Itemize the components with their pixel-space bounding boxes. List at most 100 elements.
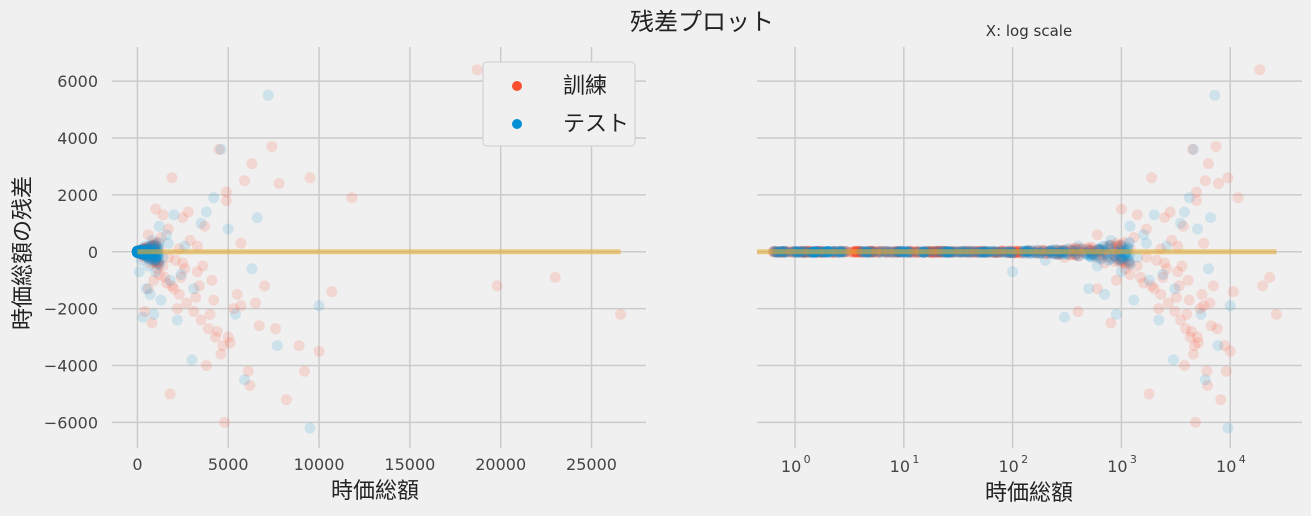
train-point <box>1099 257 1111 269</box>
train-point <box>1170 291 1182 303</box>
test-point <box>1175 217 1187 229</box>
right-x-tick-label: 10 <box>781 457 801 476</box>
train-point <box>231 288 243 300</box>
train-point <box>166 172 178 184</box>
train-point <box>148 240 160 252</box>
test-point <box>153 237 165 249</box>
train-point <box>1162 297 1174 309</box>
train-point <box>162 252 174 263</box>
test-point <box>1123 237 1135 249</box>
train-point <box>1175 314 1187 326</box>
train-point <box>153 256 165 268</box>
train-point <box>1192 337 1204 349</box>
test-point <box>1124 258 1136 270</box>
legend-marker-train <box>512 81 522 91</box>
test-point <box>150 251 162 263</box>
test-point <box>1161 240 1173 252</box>
train-point <box>1110 274 1122 286</box>
train-point <box>1181 308 1193 320</box>
train-point <box>195 314 207 326</box>
test-point <box>200 206 212 218</box>
train-point <box>197 260 209 272</box>
train-point <box>313 345 325 357</box>
left-y-tick-label: 4000 <box>57 129 98 148</box>
train-point <box>259 280 271 292</box>
train-point <box>228 303 240 315</box>
train-point <box>131 246 143 258</box>
train-point <box>1270 308 1282 320</box>
train-point <box>149 239 161 251</box>
train-point <box>1161 263 1173 275</box>
test-point <box>1072 240 1084 252</box>
test-point <box>1183 192 1195 204</box>
train-point <box>146 239 158 251</box>
test-point <box>146 234 158 246</box>
train-point <box>131 246 143 258</box>
left-x-axis-label: 時価総額 <box>331 479 419 504</box>
train-point <box>144 257 156 269</box>
test-point <box>1124 220 1136 232</box>
train-point <box>1118 237 1130 249</box>
test-point <box>1212 340 1224 352</box>
train-point <box>202 323 214 335</box>
train-point <box>1115 203 1127 215</box>
train-point <box>1146 280 1158 292</box>
train-point <box>131 246 143 258</box>
test-point <box>150 266 162 278</box>
train-point <box>224 337 236 349</box>
train-point <box>270 323 281 335</box>
train-point <box>148 274 160 286</box>
train-point <box>146 240 158 252</box>
train-point <box>1219 340 1231 352</box>
test-point <box>150 240 162 252</box>
right-x-tick-label: 10 <box>1107 457 1127 476</box>
train-point <box>142 283 154 295</box>
test-point <box>131 246 143 258</box>
train-point <box>150 254 162 265</box>
legend: 訓練 テスト <box>482 61 636 147</box>
train-point <box>170 254 182 266</box>
test-point <box>153 255 165 267</box>
train-point <box>1202 158 1214 170</box>
test-point <box>146 252 158 264</box>
test-point <box>149 254 161 266</box>
train-point <box>1115 254 1127 266</box>
train-point <box>1146 172 1158 184</box>
train-point <box>549 271 561 283</box>
test-point <box>1169 283 1181 295</box>
test-point <box>1123 255 1135 267</box>
train-point <box>253 320 265 332</box>
test-point <box>1195 308 1207 320</box>
train-point <box>179 263 191 275</box>
train-point <box>235 300 247 312</box>
train-point <box>1176 260 1188 272</box>
train-point <box>1205 320 1217 332</box>
train-point <box>1198 300 1210 312</box>
train-point <box>1207 280 1219 292</box>
test-point <box>161 229 172 241</box>
train-point <box>182 206 194 218</box>
test-point <box>1167 354 1179 366</box>
left-y-tick-label: 2000 <box>57 186 98 205</box>
train-point <box>1199 175 1211 187</box>
train-point <box>171 303 183 315</box>
train-point <box>1210 141 1222 152</box>
train-point <box>131 246 143 258</box>
test-point <box>131 246 143 258</box>
train-point <box>220 186 232 198</box>
train-point <box>239 175 251 187</box>
test-point <box>157 252 169 263</box>
test-point <box>215 143 227 155</box>
train-point <box>1194 303 1206 315</box>
train-point <box>148 252 160 264</box>
train-point <box>1172 266 1184 278</box>
train-point <box>1148 283 1160 295</box>
test-point <box>133 266 145 278</box>
train-point <box>219 416 231 428</box>
test-point <box>148 308 160 320</box>
test-point <box>188 283 200 295</box>
test-point <box>179 240 191 252</box>
test-point <box>144 288 156 300</box>
train-point <box>181 297 192 309</box>
